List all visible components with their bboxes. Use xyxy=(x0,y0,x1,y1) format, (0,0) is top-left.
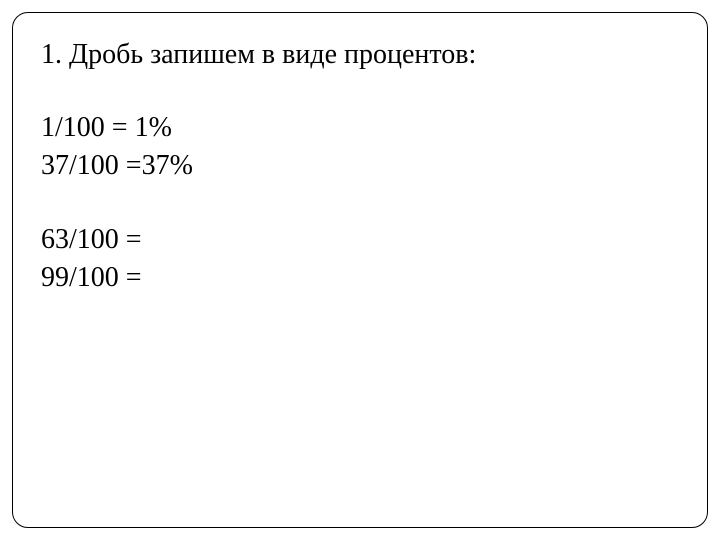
example-line-1: 1/100 = 1% xyxy=(41,109,679,147)
example-group: 1/100 = 1% 37/100 =37% xyxy=(41,109,679,185)
problem-group: 63/100 = 99/100 = xyxy=(41,221,679,297)
exercise-title: 1. Дробь запишем в виде процентов: xyxy=(41,37,679,73)
problem-line-2: 99/100 = xyxy=(41,259,679,297)
example-line-2: 37/100 =37% xyxy=(41,147,679,185)
content-frame: 1. Дробь запишем в виде процентов: 1/100… xyxy=(12,12,708,528)
problem-line-1: 63/100 = xyxy=(41,221,679,259)
